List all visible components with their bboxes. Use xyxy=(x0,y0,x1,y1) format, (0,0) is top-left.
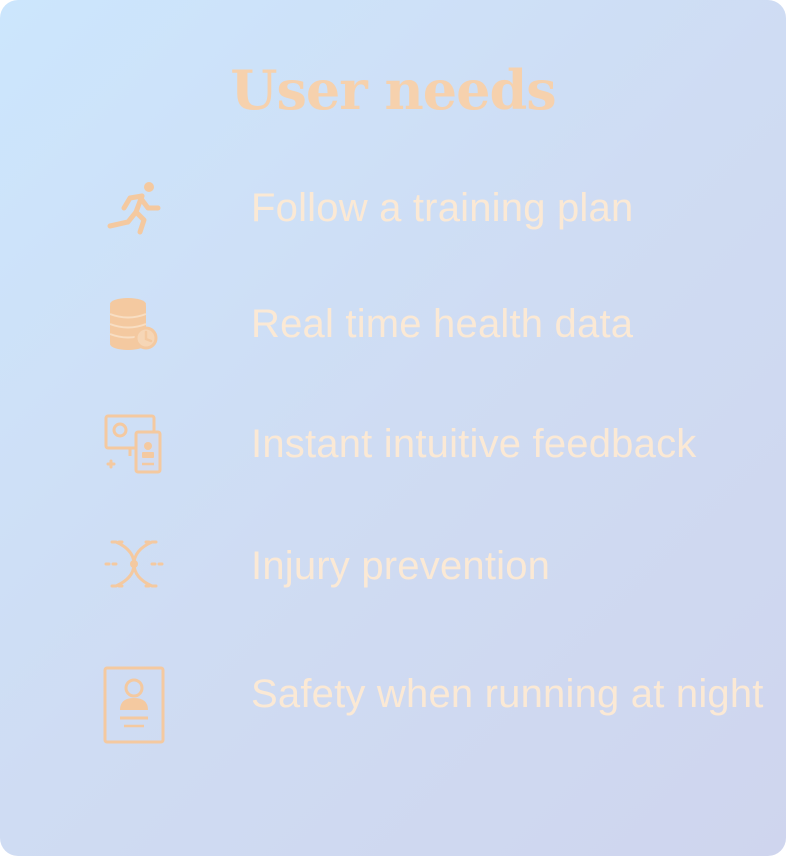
need-label: Follow a training plan xyxy=(251,186,634,230)
need-label: Injury prevention xyxy=(251,544,551,588)
monitor-feedback-icon xyxy=(102,412,166,476)
id-badge-icon xyxy=(102,666,166,744)
need-label: Instant intuitive feedback xyxy=(251,422,697,466)
card-title: User needs xyxy=(230,58,556,122)
runner-icon xyxy=(102,178,166,242)
dna-helix-icon xyxy=(102,534,166,598)
database-clock-icon xyxy=(102,294,166,358)
need-label: Real time health data xyxy=(251,302,634,346)
need-label: Safety when running at night xyxy=(251,672,764,716)
